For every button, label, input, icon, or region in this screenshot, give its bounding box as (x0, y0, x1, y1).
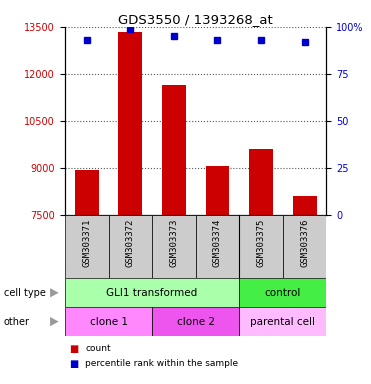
Text: clone 2: clone 2 (177, 316, 215, 327)
Bar (75, 170, 99, 215)
Text: cell type: cell type (4, 288, 46, 298)
Text: GSM303371: GSM303371 (82, 218, 91, 266)
Bar (162, 85, 186, 215)
Text: GSM303374: GSM303374 (213, 218, 222, 266)
Bar (118, 31, 142, 215)
Bar (65, 278, 239, 307)
Bar (152, 215, 196, 278)
Text: GSM303372: GSM303372 (126, 218, 135, 266)
Bar (109, 215, 152, 278)
Title: GDS3550 / 1393268_at: GDS3550 / 1393268_at (118, 13, 273, 26)
Bar (239, 215, 283, 278)
Bar (65, 307, 152, 336)
Text: parental cell: parental cell (250, 316, 315, 327)
Text: other: other (4, 316, 30, 327)
Text: GSM303375: GSM303375 (257, 218, 266, 266)
Bar (239, 307, 326, 336)
Bar (196, 215, 239, 278)
Bar (65, 215, 109, 278)
Bar (239, 278, 326, 307)
Bar (152, 307, 239, 336)
Text: control: control (265, 288, 301, 298)
Text: clone 1: clone 1 (89, 316, 128, 327)
Text: count: count (85, 344, 111, 354)
Bar (283, 215, 326, 278)
Text: percentile rank within the sample: percentile rank within the sample (85, 359, 239, 368)
Bar (249, 149, 273, 215)
Text: GSM303376: GSM303376 (300, 218, 309, 266)
Bar (293, 196, 317, 215)
Text: GSM303373: GSM303373 (170, 218, 178, 266)
Text: ■: ■ (69, 359, 78, 369)
Text: ■: ■ (69, 344, 78, 354)
Bar (206, 166, 230, 215)
Text: GLI1 transformed: GLI1 transformed (106, 288, 198, 298)
